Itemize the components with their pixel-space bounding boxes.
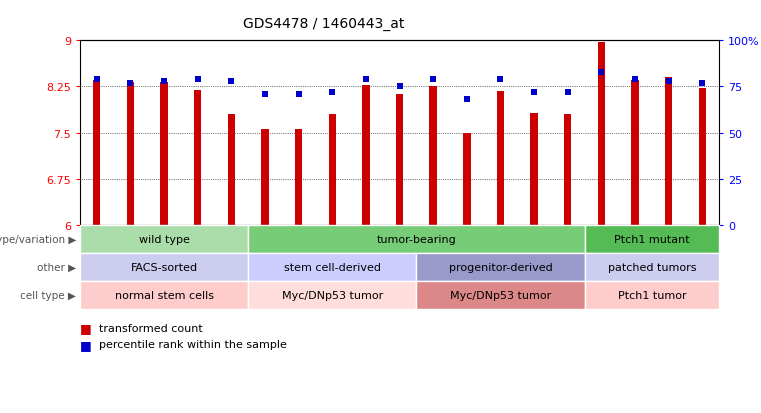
Bar bbox=[261, 130, 269, 225]
Text: FACS-sorted: FACS-sorted bbox=[130, 262, 198, 272]
Bar bbox=[463, 133, 470, 225]
Bar bbox=[248, 253, 416, 281]
Text: progenitor-derived: progenitor-derived bbox=[448, 262, 552, 272]
Point bbox=[326, 90, 339, 96]
Text: tumor-bearing: tumor-bearing bbox=[377, 234, 457, 244]
Bar bbox=[248, 225, 584, 253]
Bar bbox=[295, 130, 302, 225]
Bar bbox=[126, 83, 134, 225]
Bar bbox=[584, 253, 719, 281]
Text: Myc/DNp53 tumor: Myc/DNp53 tumor bbox=[282, 290, 383, 300]
Bar bbox=[665, 78, 673, 225]
Text: Ptch1 tumor: Ptch1 tumor bbox=[617, 290, 686, 300]
Text: Ptch1 mutant: Ptch1 mutant bbox=[614, 234, 689, 244]
Bar bbox=[416, 281, 584, 309]
Text: wild type: wild type bbox=[139, 234, 189, 244]
Text: patched tumors: patched tumors bbox=[607, 262, 696, 272]
Point bbox=[192, 76, 204, 83]
Bar bbox=[329, 115, 336, 225]
Text: other ▶: other ▶ bbox=[37, 262, 76, 272]
Text: cell type ▶: cell type ▶ bbox=[21, 290, 76, 300]
Text: transformed count: transformed count bbox=[99, 323, 202, 333]
Bar bbox=[93, 81, 100, 225]
Bar bbox=[699, 89, 706, 225]
Bar bbox=[497, 92, 504, 225]
Point bbox=[696, 80, 708, 87]
Bar bbox=[248, 281, 416, 309]
Point bbox=[460, 97, 473, 103]
Point bbox=[663, 78, 675, 85]
Text: stem cell-derived: stem cell-derived bbox=[284, 262, 380, 272]
Bar bbox=[597, 43, 605, 225]
Text: percentile rank within the sample: percentile rank within the sample bbox=[99, 339, 287, 349]
Point bbox=[360, 76, 372, 83]
Point bbox=[427, 76, 439, 83]
Bar bbox=[194, 90, 202, 225]
Bar bbox=[584, 225, 719, 253]
Bar bbox=[564, 115, 572, 225]
Point bbox=[158, 78, 170, 85]
Point bbox=[629, 76, 641, 83]
Bar bbox=[80, 225, 248, 253]
Text: genotype/variation ▶: genotype/variation ▶ bbox=[0, 234, 76, 244]
Point bbox=[292, 91, 304, 98]
Bar bbox=[362, 85, 370, 225]
Bar bbox=[530, 114, 538, 225]
Point bbox=[495, 76, 507, 83]
Bar bbox=[80, 253, 248, 281]
Bar bbox=[80, 281, 248, 309]
Point bbox=[562, 90, 574, 96]
Text: Myc/DNp53 tumor: Myc/DNp53 tumor bbox=[450, 290, 551, 300]
Bar bbox=[228, 115, 235, 225]
Text: ■: ■ bbox=[80, 338, 91, 351]
Bar bbox=[429, 87, 437, 225]
Point bbox=[393, 84, 406, 90]
Text: ■: ■ bbox=[80, 321, 91, 335]
Text: GDS4478 / 1460443_at: GDS4478 / 1460443_at bbox=[243, 17, 404, 31]
Point bbox=[528, 90, 540, 96]
Point bbox=[259, 91, 271, 98]
Text: normal stem cells: normal stem cells bbox=[114, 290, 214, 300]
Bar bbox=[161, 83, 167, 225]
Point bbox=[91, 76, 103, 83]
Point bbox=[595, 69, 607, 76]
Point bbox=[225, 78, 237, 85]
Bar bbox=[416, 253, 584, 281]
Bar bbox=[584, 281, 719, 309]
Bar bbox=[396, 95, 403, 225]
Bar bbox=[632, 81, 638, 225]
Point bbox=[124, 80, 136, 87]
